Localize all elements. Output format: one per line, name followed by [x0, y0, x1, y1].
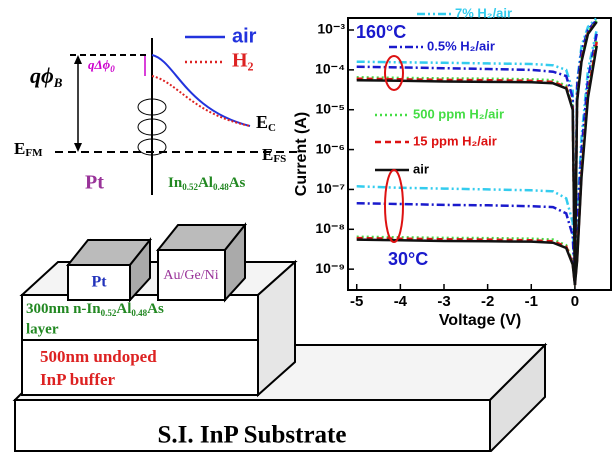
- legend-label: air: [413, 161, 429, 176]
- arrow-head: [74, 55, 82, 64]
- lowering-label: qΔϕ0: [88, 57, 115, 74]
- series-line: [357, 34, 597, 285]
- x-tick-label: 0: [571, 293, 579, 310]
- contact-label: Pt: [91, 274, 107, 291]
- x-tick-label: -1: [525, 293, 538, 310]
- x-tick-label: -3: [437, 293, 450, 310]
- legend-label: H₂: [232, 50, 254, 72]
- legend-label: 0.5% H₂/air: [427, 38, 495, 53]
- metal-label: Pt: [85, 172, 104, 194]
- x-tick-label: -5: [350, 293, 363, 310]
- barrier-label: qϕB: [30, 63, 63, 90]
- efs-label: EFS: [262, 145, 286, 165]
- semiconductor-label: In0.52Al0.48As: [168, 175, 246, 192]
- legend-label: 500 ppm H₂/air: [413, 106, 504, 121]
- y-axis-label: Current (A): [293, 112, 310, 196]
- chart: 10⁻³ 10⁻⁴ 10⁻⁵ 10⁻⁶ 10⁻⁷ 10⁻⁸ 10⁻⁹ -5 -4 -3 -2 -1 0 V…: [293, 5, 611, 329]
- x-axis-label: Voltage (V): [439, 312, 521, 329]
- group-marker: [385, 170, 403, 242]
- contact-label: Au/Ge/Ni: [163, 268, 218, 283]
- substrate-label: S.I. InP Substrate: [158, 422, 347, 449]
- y-tick-label: 10⁻⁷: [316, 180, 345, 196]
- y-tick-label: 10⁻⁵: [315, 100, 345, 116]
- legend-label: 15 ppm H₂/air: [413, 133, 497, 148]
- band-diagram: air H₂ qϕB qΔϕ0 EC EFM EFS Pt In0.52Al0.…: [14, 25, 300, 195]
- y-tick-label: 10⁻⁶: [316, 140, 345, 156]
- y-tick-label: 10⁻³: [317, 21, 345, 37]
- y-tick-label: 10⁻⁸: [315, 220, 345, 236]
- annotation: 160°C: [356, 22, 406, 42]
- y-tick-label: 10⁻⁹: [315, 260, 345, 276]
- layer-label: layer: [26, 321, 59, 337]
- figure: air H₂ qϕB qΔϕ0 EC EFM EFS Pt In0.52Al0.…: [0, 0, 613, 452]
- y-tick-label: 10⁻⁴: [315, 61, 345, 77]
- efm-label: EFM: [14, 139, 43, 159]
- layer-label: InP buffer: [40, 370, 116, 389]
- legend-label: air: [232, 25, 257, 47]
- x-tick-label: -4: [394, 293, 408, 310]
- ec-label: EC: [256, 112, 276, 133]
- annotation: 30°C: [388, 249, 428, 269]
- layer-label: 500nm undoped: [40, 347, 157, 366]
- device: Pt Au/Ge/Ni 300nm n-In0.52Al0.48As layer…: [15, 225, 545, 452]
- x-tick-label: -2: [481, 293, 494, 310]
- legend-label: 7% H₂/air: [455, 5, 512, 20]
- arrow-head: [74, 143, 82, 152]
